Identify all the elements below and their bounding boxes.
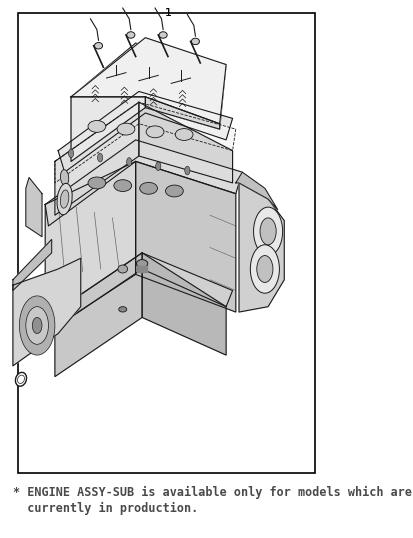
Polygon shape [145, 97, 219, 129]
Text: * ENGINE ASSY-SUB is available only for models which are: * ENGINE ASSY-SUB is available only for … [13, 486, 411, 499]
Circle shape [253, 207, 282, 256]
Polygon shape [71, 97, 145, 161]
Polygon shape [13, 239, 52, 291]
Circle shape [126, 158, 131, 166]
Polygon shape [55, 102, 138, 215]
Ellipse shape [175, 129, 192, 140]
Ellipse shape [114, 180, 131, 192]
Polygon shape [55, 253, 142, 377]
Polygon shape [55, 253, 232, 328]
Polygon shape [45, 140, 242, 226]
Circle shape [19, 296, 55, 355]
Polygon shape [26, 178, 42, 237]
Circle shape [250, 245, 279, 293]
Polygon shape [55, 102, 235, 183]
Circle shape [32, 317, 42, 334]
Ellipse shape [119, 307, 126, 312]
Polygon shape [238, 183, 284, 312]
Text: currently in production.: currently in production. [13, 502, 198, 515]
Polygon shape [137, 266, 147, 272]
Ellipse shape [57, 183, 72, 215]
Circle shape [184, 166, 190, 175]
Ellipse shape [94, 43, 102, 49]
Ellipse shape [88, 177, 106, 189]
Circle shape [68, 149, 74, 158]
Polygon shape [13, 258, 81, 366]
Circle shape [97, 153, 102, 162]
Circle shape [155, 162, 161, 171]
Ellipse shape [118, 265, 127, 273]
Circle shape [26, 307, 48, 344]
Ellipse shape [88, 121, 106, 132]
Ellipse shape [60, 186, 69, 202]
Ellipse shape [191, 38, 199, 45]
Text: 1: 1 [164, 9, 171, 18]
Ellipse shape [117, 123, 135, 135]
Ellipse shape [60, 190, 69, 208]
Ellipse shape [146, 126, 164, 138]
Polygon shape [142, 253, 225, 355]
Polygon shape [58, 91, 232, 172]
Polygon shape [135, 161, 235, 312]
Ellipse shape [15, 372, 26, 386]
Polygon shape [45, 161, 135, 334]
Ellipse shape [136, 260, 147, 268]
Ellipse shape [165, 185, 183, 197]
Circle shape [259, 218, 275, 245]
Text: 1: 1 [164, 9, 171, 18]
Ellipse shape [126, 32, 135, 38]
Circle shape [256, 256, 272, 282]
Ellipse shape [17, 375, 24, 384]
Ellipse shape [60, 169, 69, 186]
Bar [18, 13, 314, 473]
Ellipse shape [159, 32, 167, 38]
Polygon shape [235, 172, 277, 210]
Ellipse shape [139, 182, 157, 194]
Polygon shape [138, 102, 232, 183]
Polygon shape [71, 38, 225, 124]
